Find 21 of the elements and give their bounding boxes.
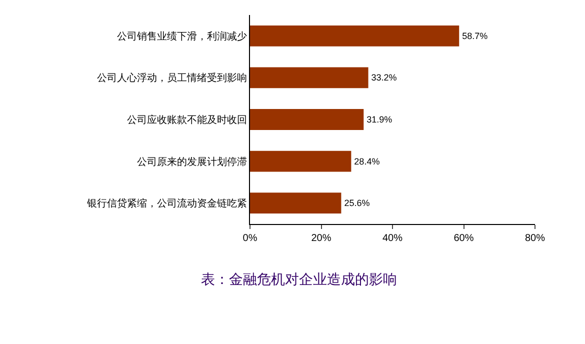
data-label: 25.6%	[344, 198, 370, 208]
y-tick-label: 公司应收账款不能及时收回	[127, 114, 247, 126]
bar	[250, 192, 342, 214]
x-tick-label: 40%	[382, 233, 403, 244]
text: 表：金融危机对企业造成的影响	[201, 272, 397, 288]
data-label: 28.4%	[354, 156, 380, 166]
y-tick-label: 公司原来的发展计划停滞	[137, 156, 247, 168]
x-tick-label: 20%	[311, 233, 332, 244]
data-label: 58.7%	[462, 30, 488, 41]
x-tick-label: 80%	[524, 233, 546, 244]
x-tick-label: 60%	[454, 233, 474, 244]
bar	[250, 109, 364, 130]
x-tick-label: 0%	[242, 233, 258, 244]
data-label: 33.2%	[371, 72, 397, 83]
y-tick-label: 公司销售业绩下滑，利润减少	[117, 30, 247, 42]
bar	[250, 150, 352, 172]
bar	[250, 25, 460, 46]
y-tick-label: 公司人心浮动，员工情绪受到影响	[97, 72, 247, 84]
bar	[250, 67, 368, 88]
data-label: 31.9%	[366, 114, 392, 124]
y-tick-label: 银行信贷紧缩，公司流动资金链吃紧	[86, 198, 247, 210]
